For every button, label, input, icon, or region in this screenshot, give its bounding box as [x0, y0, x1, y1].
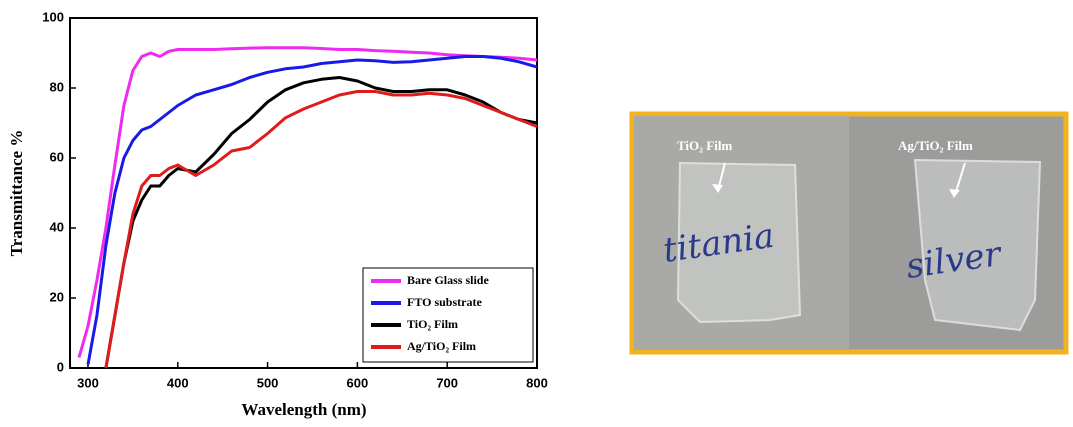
x-axis-label: Wavelength (nm) — [241, 400, 366, 419]
legend-label: Ag/TiO₂ Film — [407, 339, 476, 353]
y-tick-label: 100 — [42, 9, 64, 24]
y-tick-label: 0 — [57, 359, 64, 374]
photo-label: TiO₂ Film — [677, 138, 732, 153]
legend-label: Bare Glass slide — [407, 273, 489, 287]
y-tick-label: 80 — [50, 79, 64, 94]
x-tick-label: 300 — [77, 375, 99, 390]
y-tick-label: 40 — [50, 219, 64, 234]
legend-label: FTO substrate — [407, 295, 482, 309]
y-tick-label: 60 — [50, 149, 64, 164]
y-tick-label: 20 — [50, 289, 64, 304]
legend-label: TiO₂ Film — [407, 317, 458, 331]
x-tick-label: 600 — [347, 375, 369, 390]
y-axis-label: Transmittance % — [7, 130, 26, 257]
x-tick-label: 500 — [257, 375, 279, 390]
photo: TiO₂ Film Ag/TiO₂ Film titania silver — [632, 114, 1066, 352]
x-tick-label: 700 — [436, 375, 458, 390]
x-tick-label: 800 — [526, 375, 548, 390]
figure: Wavelength (nm) Transmittance % TiO₂ Fil… — [0, 0, 1073, 427]
x-tick-label: 400 — [167, 375, 189, 390]
photo-label: Ag/TiO₂ Film — [898, 138, 973, 153]
